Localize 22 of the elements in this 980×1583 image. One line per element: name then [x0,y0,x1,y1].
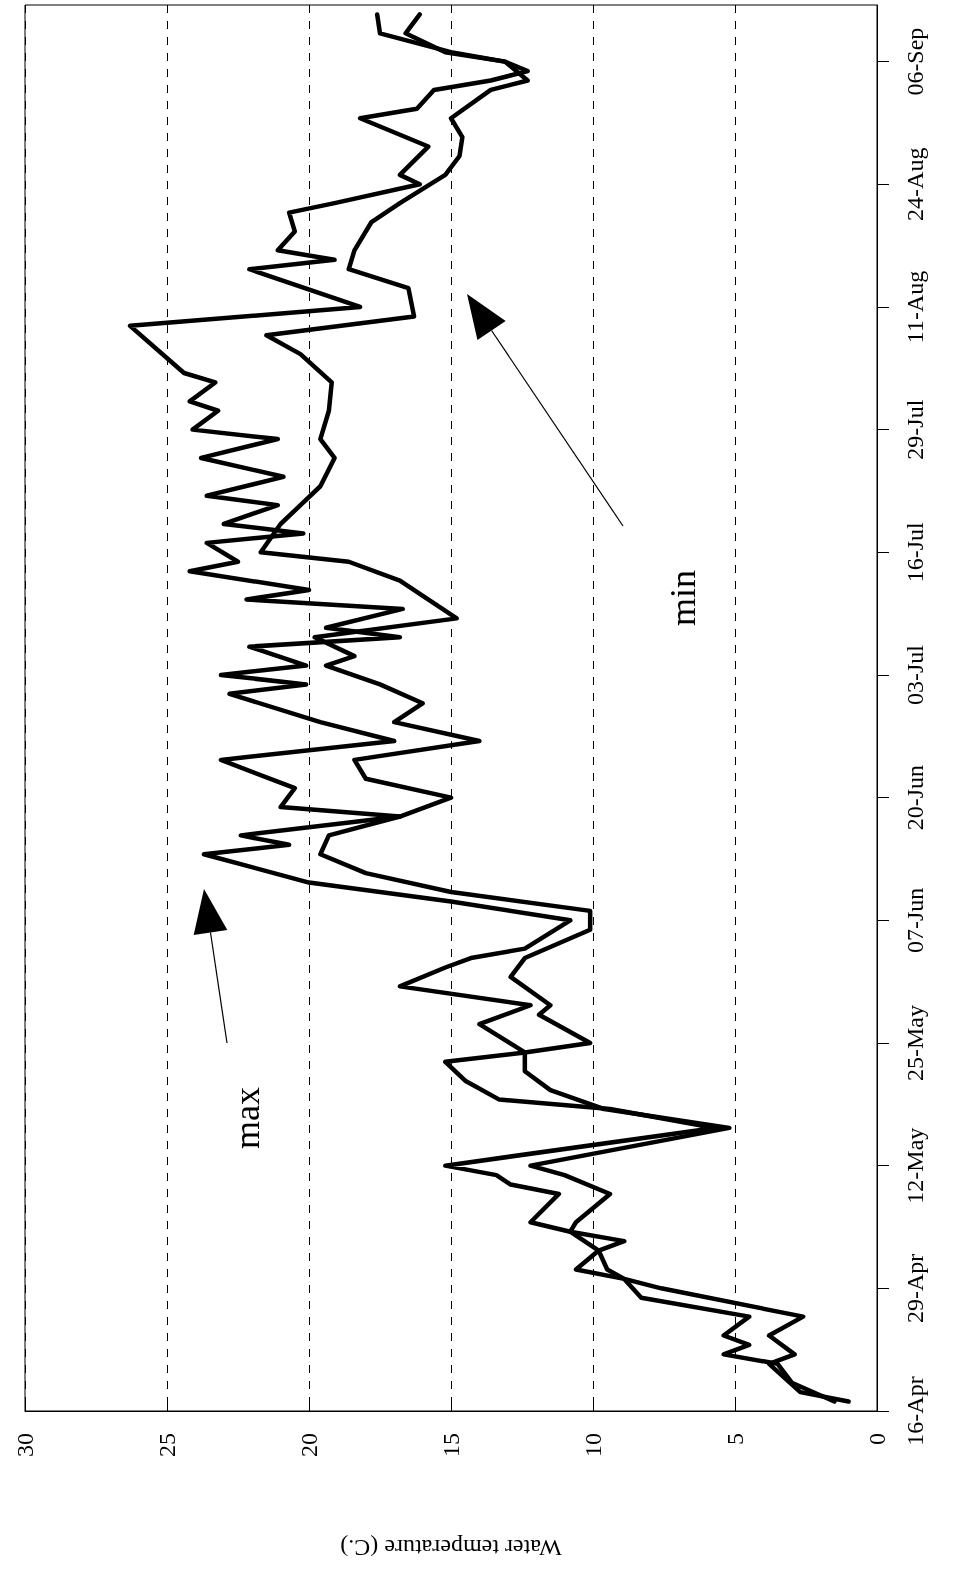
y-tick-label: 12-May [902,1127,928,1204]
x-tick-label: 10 [580,1433,606,1457]
y-tick-label: 16-Jul [902,521,928,583]
x-axis-title: Water temperature (C.) [340,1535,562,1561]
x-tick-label: 25 [154,1433,180,1457]
x-tick-label: 20 [296,1433,322,1457]
x-tick-label: 0 [864,1433,890,1445]
y-tick-label: 29-Apr [902,1253,928,1323]
x-tick-label: 30 [12,1433,38,1457]
x-tick-label: 15 [438,1433,464,1457]
y-tick-label: 07-Jun [902,887,928,953]
y-tick-label: 06-Sep [902,27,928,96]
y-tick-label: 03-Jul [902,644,928,705]
y-tick-label: 20-Jun [902,764,928,831]
x-tick-label: 5 [722,1433,748,1445]
y-tick-label: 25-May [902,1004,928,1081]
y-tick-label: 24-Aug [902,147,928,221]
y-tick-label: 16-Apr [902,1376,928,1446]
annotation: max [227,1087,267,1149]
annotation: min [663,569,703,627]
y-tick-label: 29-Jul [902,399,928,460]
y-tick-label: 11-Aug [902,270,928,344]
